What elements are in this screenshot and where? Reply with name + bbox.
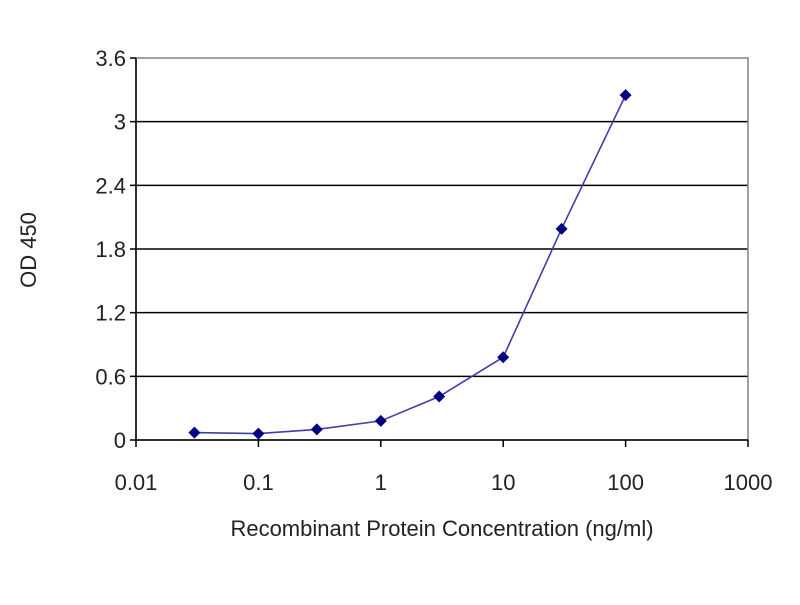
series-line	[194, 94, 627, 435]
data-point-marker	[310, 423, 323, 436]
x-axis-title: Recombinant Protein Concentration (ng/ml…	[230, 516, 653, 541]
y-tick-label: 0	[114, 428, 126, 453]
data-point-marker	[252, 427, 265, 440]
grid-lines	[136, 120, 748, 378]
y-tick-label: 2.4	[95, 173, 126, 198]
x-tick-label: 1	[375, 470, 387, 495]
data-point-marker	[555, 222, 568, 235]
data-point-marker	[188, 426, 201, 439]
x-tick-label: 1000	[724, 470, 773, 495]
data-point-marker	[497, 351, 510, 364]
data-point-marker	[433, 390, 446, 403]
y-tick-label: 1.8	[95, 237, 126, 262]
x-tick-label: 100	[607, 470, 644, 495]
x-tick-label: 10	[491, 470, 515, 495]
axes	[130, 57, 749, 447]
data-point-marker	[619, 89, 632, 102]
y-tick-label: 1.2	[95, 301, 126, 326]
x-tick-label: 0.01	[115, 470, 158, 495]
y-tick-label: 3	[114, 110, 126, 135]
y-tick-label: 3.6	[95, 46, 126, 71]
y-axis-title: OD 450	[16, 212, 41, 288]
y-tick-label: 0.6	[95, 364, 126, 389]
data-series	[188, 89, 632, 440]
x-tick-label: 0.1	[243, 470, 274, 495]
tick-labels: 0 0.6 1.2 1.8 2.4 3 3.6 0.01 0.1 1 10 100 1000	[95, 46, 772, 495]
data-point-marker	[374, 414, 387, 427]
